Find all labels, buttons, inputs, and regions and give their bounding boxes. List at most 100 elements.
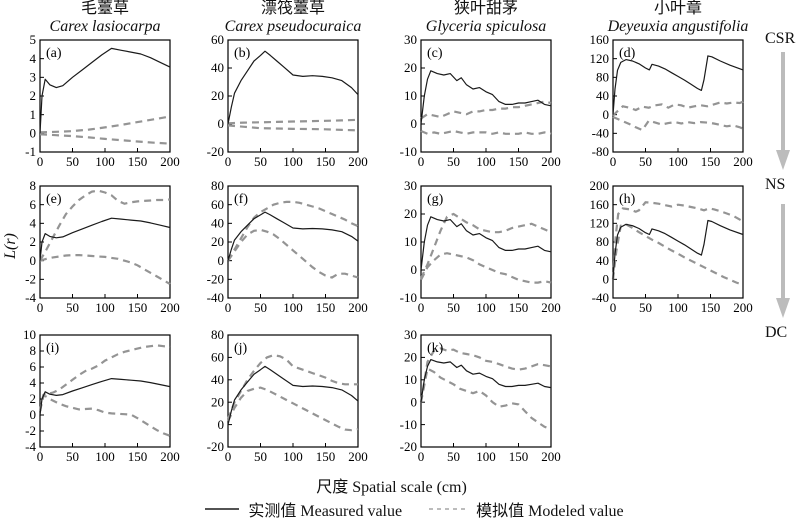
y-tick-label: 20 xyxy=(404,206,417,221)
x-tick-label: 50 xyxy=(447,300,460,315)
y-tick-label: 4 xyxy=(30,51,37,66)
x-tick-label: 150 xyxy=(509,154,529,169)
y-tick-label: 0 xyxy=(30,253,37,268)
y-tick-label: 0 xyxy=(603,107,610,122)
y-tick-label: 5 xyxy=(30,34,37,47)
legend: 实测值 Measured value 模拟值 Modeled value xyxy=(14,497,800,521)
x-tick-label: 0 xyxy=(37,300,44,315)
modeled-upper-line xyxy=(39,189,171,262)
y-tick-label: -4 xyxy=(25,439,36,454)
x-tick-label: 0 xyxy=(37,449,44,464)
modeled-line-swatch xyxy=(429,508,468,510)
panel-label: (k) xyxy=(427,341,444,356)
x-tick-label: 150 xyxy=(316,154,336,169)
y-tick-label: 60 xyxy=(211,350,224,365)
y-tick-label: 30 xyxy=(404,34,417,47)
panel-label: (b) xyxy=(234,46,251,61)
y-tick-label: 20 xyxy=(211,88,224,103)
measured-line xyxy=(227,211,359,261)
y-tick-label: 20 xyxy=(211,234,224,249)
modeled-lower-line xyxy=(227,386,359,432)
y-tick-label: 6 xyxy=(30,359,37,374)
species-name-latin: Deyeuxia angustifolia xyxy=(607,17,749,35)
panel-label: (c) xyxy=(427,46,443,61)
x-tick-label: 100 xyxy=(668,154,688,169)
x-tick-label: 100 xyxy=(668,300,688,315)
y-tick-label: 4 xyxy=(30,375,37,390)
x-tick-label: 50 xyxy=(254,154,267,169)
y-tick-label: 160 xyxy=(590,34,610,47)
x-tick-label: 100 xyxy=(476,154,496,169)
row-label-ns: NS xyxy=(765,176,786,193)
x-tick-label: 150 xyxy=(701,300,721,315)
row-label-dc: DC xyxy=(765,324,788,341)
panel-label: (f) xyxy=(234,192,248,207)
panel-label: (d) xyxy=(619,46,636,61)
species-name-latin: Glyceria spiculosa xyxy=(425,17,547,35)
x-tick-label: 0 xyxy=(610,300,617,315)
modeled-lower-line xyxy=(39,253,171,285)
y-tick-label: -40 xyxy=(592,126,609,141)
modeled-lower-line xyxy=(612,115,744,132)
x-tick-label: 0 xyxy=(37,154,44,169)
y-tick-label: 60 xyxy=(211,34,224,47)
panel-label: (j) xyxy=(234,341,248,356)
y-tick-label: -40 xyxy=(592,290,609,305)
measured-line xyxy=(39,47,171,134)
modeled-upper-line xyxy=(227,118,359,125)
y-tick-label: -2 xyxy=(25,423,36,438)
x-tick-label: 150 xyxy=(316,300,336,315)
y-tick-label: 20 xyxy=(211,394,224,409)
y-tick-label: 3 xyxy=(30,70,37,85)
y-tick-label: 10 xyxy=(404,372,417,387)
y-tick-label: -1 xyxy=(25,144,36,159)
legend-label-modeled: 模拟值 Modeled value xyxy=(476,503,624,520)
y-tick-label: 40 xyxy=(211,372,224,387)
y-tick-label: 10 xyxy=(404,234,417,249)
y-tick-label: 0 xyxy=(218,417,225,432)
y-tick-label: 120 xyxy=(590,51,610,66)
y-tick-label: 40 xyxy=(211,60,224,75)
modeled-lower-line xyxy=(419,366,552,431)
y-tick-label: 1 xyxy=(30,107,37,122)
species-name-cn: 毛薹草 xyxy=(80,0,129,17)
species-name-cn: 小叶章 xyxy=(653,0,702,17)
y-tick-label: -80 xyxy=(592,144,609,159)
x-tick-label: 100 xyxy=(476,449,496,464)
y-tick-label: -20 xyxy=(400,439,417,454)
x-tick-label: 0 xyxy=(418,300,425,315)
x-tick-label: 200 xyxy=(541,154,561,169)
x-tick-label: 200 xyxy=(348,449,368,464)
x-tick-label: 200 xyxy=(348,300,368,315)
panel-label: (e) xyxy=(46,192,62,207)
modeled-lower-line xyxy=(611,223,744,286)
measured-line-swatch xyxy=(205,508,240,510)
arrow-head-2 xyxy=(776,298,790,318)
modeled-lower-line xyxy=(420,252,552,284)
y-tick-label: -2 xyxy=(25,272,36,287)
x-tick-label: 150 xyxy=(509,300,529,315)
measured-line xyxy=(39,217,171,261)
y-tick-label: 60 xyxy=(211,197,224,212)
x-tick-label: 0 xyxy=(225,154,232,169)
y-tick-label: 40 xyxy=(211,216,224,231)
y-tick-label: 0 xyxy=(30,126,37,141)
x-tick-label: 150 xyxy=(701,154,721,169)
species-name-cn: 狭叶甜茅 xyxy=(453,0,518,17)
x-tick-label: 50 xyxy=(254,300,267,315)
y-tick-label: 80 xyxy=(596,70,609,85)
y-tick-label: 6 xyxy=(30,197,37,212)
measured-line xyxy=(39,377,171,416)
y-tick-label: 160 xyxy=(590,197,610,212)
y-tick-label: -20 xyxy=(207,272,224,287)
y-tick-label: 20 xyxy=(404,350,417,365)
x-tick-label: 100 xyxy=(95,449,115,464)
x-tick-label: 50 xyxy=(66,300,79,315)
x-tick-label: 0 xyxy=(610,154,617,169)
y-tick-label: 0 xyxy=(218,253,225,268)
